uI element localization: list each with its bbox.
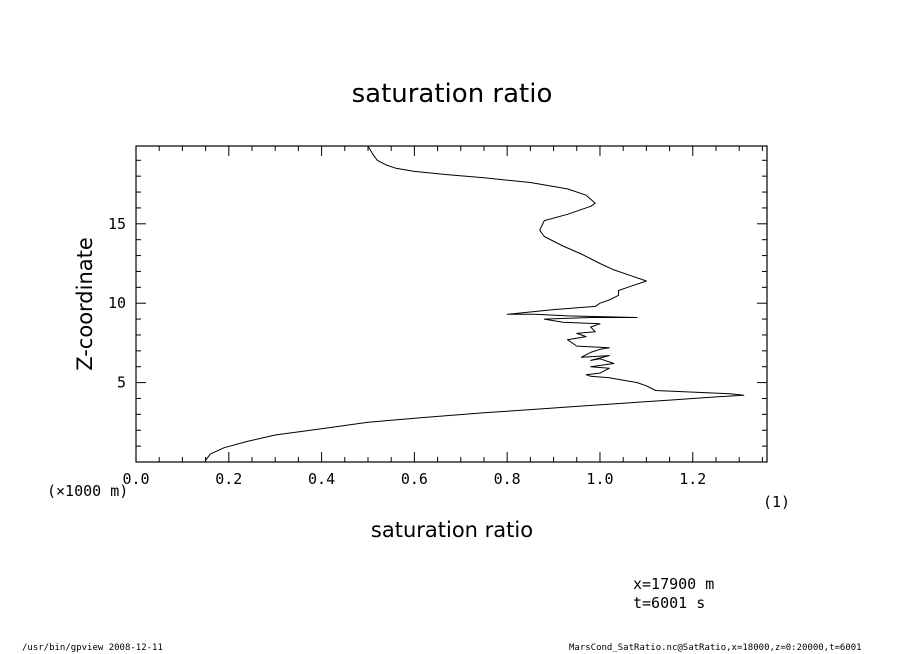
- plot-frame: [135, 145, 768, 463]
- x-position-annotation: x=17900 m: [633, 575, 714, 593]
- chart-title: saturation ratio: [352, 79, 553, 109]
- x-tick-label: 0.6: [401, 470, 428, 488]
- time-annotation: t=6001 s: [633, 594, 705, 612]
- y-axis-label: Z-coordinate: [73, 237, 97, 371]
- footer-source: MarsCond_SatRatio.nc@SatRatio,x=18000,z=…: [569, 643, 862, 653]
- y-tick-label: 15: [108, 215, 126, 233]
- y-tick-label: 10: [108, 294, 126, 312]
- x-tick-label: 0.4: [308, 470, 335, 488]
- saturation-ratio-profile-line: [205, 145, 745, 461]
- x-axis-label: saturation ratio: [371, 518, 533, 542]
- footer-command: /usr/bin/gpview 2008-12-11: [22, 643, 163, 653]
- axis-ticks: 0.0 0.2 0.4 0.6 0.8 1.0 1.2 5 10 15: [108, 146, 767, 488]
- x-tick-label: 0.2: [215, 470, 242, 488]
- x-tick-label: 0.0: [122, 470, 149, 488]
- y-unit-label: (×1000 m): [47, 482, 128, 500]
- plot-axes: [135, 145, 768, 463]
- data-series: [205, 145, 745, 461]
- x-tick-label: 0.8: [494, 470, 521, 488]
- x-unit-label: (1): [763, 493, 790, 511]
- y-tick-label: 5: [117, 374, 126, 392]
- x-tick-label: 1.2: [679, 470, 706, 488]
- x-tick-label: 1.0: [586, 470, 613, 488]
